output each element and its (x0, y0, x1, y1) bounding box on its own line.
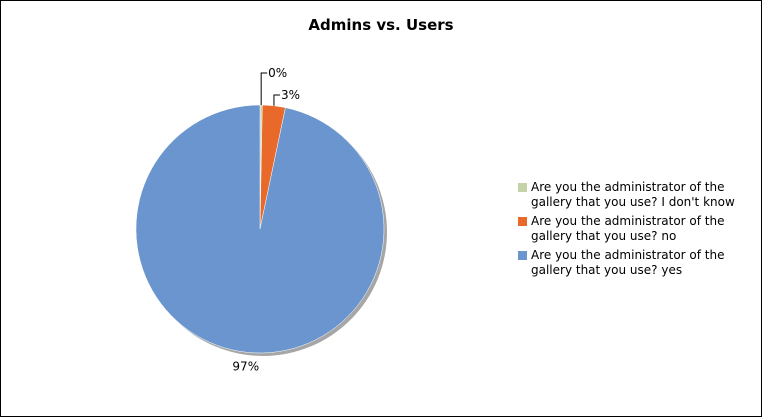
legend-label-no: Are you the administrator of the gallery… (531, 214, 725, 243)
leader-line-dont-know (260, 72, 268, 106)
legend-label-dont-know: Are you the administrator of the gallery… (531, 180, 735, 209)
leader-line-no (273, 94, 280, 106)
data-label-yes: 97% (232, 359, 259, 373)
legend-swatch-no (518, 217, 527, 226)
pie-slice-yes (135, 104, 385, 354)
legend-swatch-yes (518, 251, 527, 260)
legend-entry-dont-know: Are you the administrator of the gallery… (518, 180, 753, 210)
legend: Are you the administrator of the gallery… (518, 180, 753, 282)
legend-entry-no: Are you the administrator of the gallery… (518, 214, 753, 244)
data-label-dont-know: 0% (268, 66, 287, 80)
legend-swatch-dont-know (518, 183, 527, 192)
legend-entry-yes: Are you the administrator of the gallery… (518, 248, 753, 278)
data-label-no: 3% (281, 88, 300, 102)
legend-label-yes: Are you the administrator of the gallery… (531, 248, 725, 277)
chart-title: Admins vs. Users (308, 16, 454, 34)
